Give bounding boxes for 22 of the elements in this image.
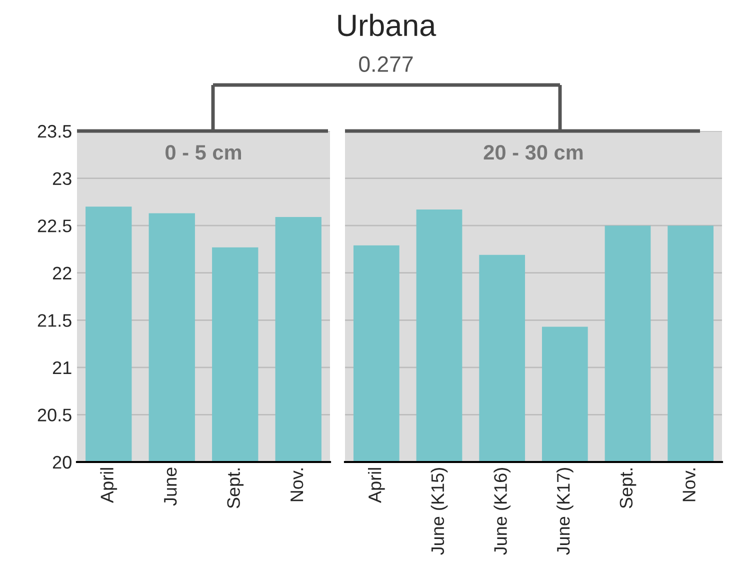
x-tick-label: April [368,468,385,503]
y-tick-label: 21.5 [38,314,72,327]
x-tick-label: June (K17) [556,468,574,555]
text: 0 - 5 cm [166,145,242,160]
text: 20 - 30 cm [484,145,583,160]
x-tick-label: Nov. [290,468,304,502]
x-tick-label: Nov. [682,468,696,502]
y-tick-label: 20.5 [38,408,72,422]
x-tick-label: June (K15) [430,468,448,555]
x-tick-label: June (K16) [494,468,510,555]
x-tick-label: June [164,468,177,506]
y-tick-label: 23.5 [38,124,72,138]
y-tick-label: 21 [52,361,72,374]
chart-title: Urbana [338,14,436,36]
y-tick-label: 22 [52,266,72,280]
y-tick-label: 22.5 [38,220,72,232]
x-tick-label: Sept. [227,468,244,508]
y-tick-label: 23 [52,172,72,186]
text: 0.277 [359,56,413,72]
x-tick-label: April [100,468,118,503]
x-tick-label: Sept. [620,468,636,508]
y-tick-label: 20 [52,456,72,469]
